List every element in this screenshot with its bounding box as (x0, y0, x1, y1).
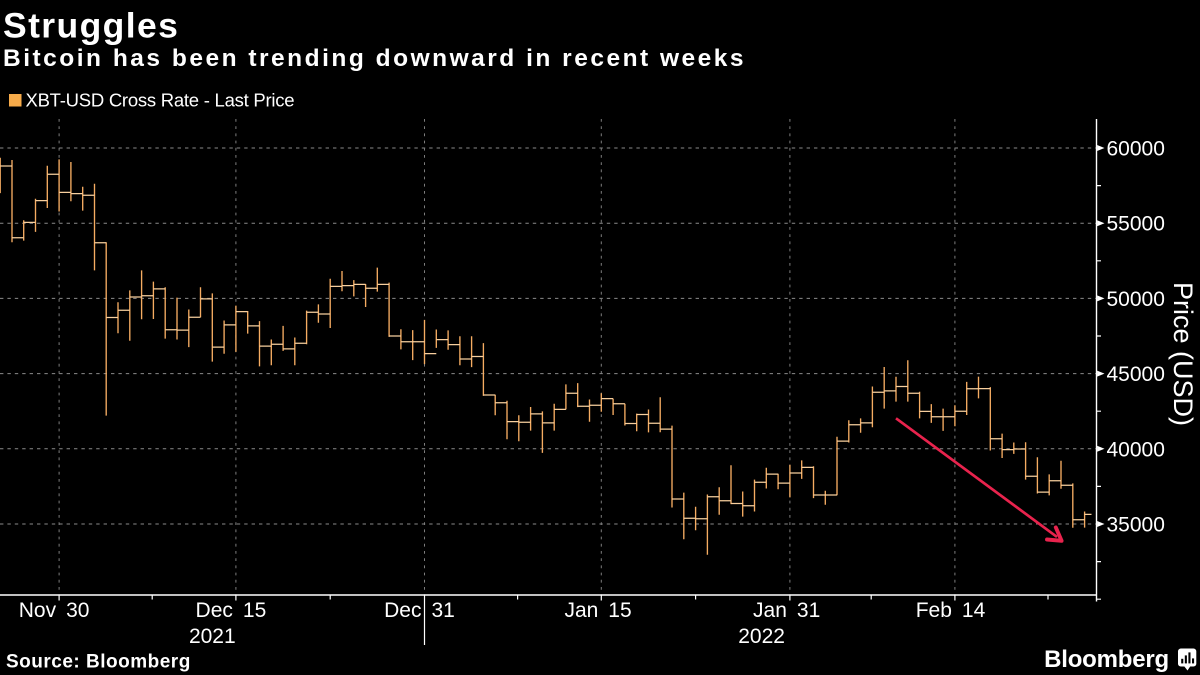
svg-text:Bitcoin has been trending down: Bitcoin has been trending downward in re… (3, 45, 746, 72)
svg-text:45000: 45000 (1107, 363, 1165, 386)
svg-text:Dec: Dec (384, 599, 421, 622)
svg-text:Struggles: Struggles (3, 6, 179, 46)
svg-text:60000: 60000 (1107, 138, 1165, 161)
svg-text:55000: 55000 (1107, 213, 1165, 236)
svg-text:Bloomberg: Bloomberg (1044, 646, 1169, 673)
svg-text:35000: 35000 (1107, 514, 1165, 537)
svg-text:31: 31 (797, 599, 820, 622)
svg-text:Jan: Jan (564, 599, 598, 622)
svg-text:Jan: Jan (753, 599, 787, 622)
svg-text:Price (USD): Price (USD) (1168, 282, 1198, 426)
svg-text:30: 30 (66, 599, 89, 622)
svg-text:31: 31 (432, 599, 455, 622)
svg-text:15: 15 (608, 599, 631, 622)
svg-text:Dec: Dec (196, 599, 233, 622)
svg-text:XBT-USD Cross Rate - Last Pric: XBT-USD Cross Rate - Last Price (26, 90, 295, 111)
svg-text:Feb: Feb (916, 599, 952, 622)
svg-text:15: 15 (243, 599, 266, 622)
svg-text:40000: 40000 (1107, 438, 1165, 461)
svg-text:50000: 50000 (1107, 288, 1165, 311)
svg-text:2021: 2021 (189, 625, 236, 648)
svg-text:Nov: Nov (19, 599, 57, 622)
svg-text:2022: 2022 (738, 625, 785, 648)
svg-text:Source: Bloomberg: Source: Bloomberg (6, 652, 191, 673)
svg-text:14: 14 (962, 599, 986, 622)
